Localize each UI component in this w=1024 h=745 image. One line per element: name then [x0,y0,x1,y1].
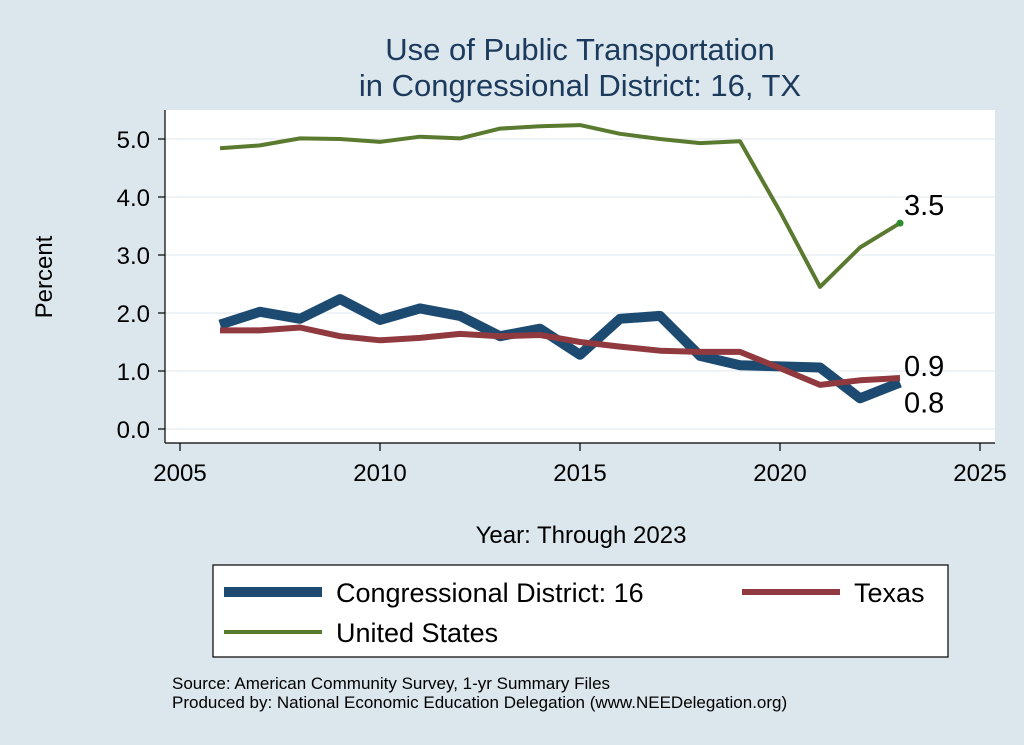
end-label-us: 3.5 [904,190,944,222]
y-tick-label: 5.0 [117,127,150,154]
legend-box [212,564,949,658]
series-line-cd16 [218,294,902,404]
y-tick-label: 4.0 [117,185,150,212]
end-label-texas: 0.9 [904,351,944,383]
series-line-texas [220,324,901,388]
x-tick-label: 2005 [153,460,206,487]
chart-title-line1: Use of Public Transportation [385,32,774,67]
y-tick-label: 2.0 [117,301,150,328]
x-tick-label: 2025 [953,460,1006,487]
x-axis-ticks: 2005 2010 2015 2020 2025 [153,443,1007,487]
series-lines [218,123,904,404]
x-axis-label: Year: Through 2023 [476,522,687,549]
source-note: Source: American Community Survey, 1-yr … [172,674,610,693]
legend-label-cd16: Congressional District: 16 [336,578,644,608]
end-label-cd16: 0.8 [904,388,944,420]
y-axis-ticks: 0.0 1.0 2.0 3.0 4.0 5.0 [117,127,165,444]
x-tick-label: 2020 [753,460,806,487]
y-tick-label: 1.0 [117,359,150,386]
x-tick-label: 2010 [353,460,406,487]
y-tick-label: 0.0 [117,417,150,444]
legend: Congressional District: 16 Texas United … [212,564,949,658]
plot-area [165,110,995,443]
y-tick-label: 3.0 [117,243,150,270]
series-end-point-us [896,219,904,227]
y-axis-label: Percent [31,235,58,318]
producer-note: Produced by: National Economic Education… [172,693,787,712]
legend-label-us: United States [336,618,498,648]
chart-title-line2: in Congressional District: 16, TX [359,68,802,103]
x-tick-label: 2015 [553,460,606,487]
end-labels: 0.8 0.9 3.5 [904,190,944,420]
series-line-us [219,123,902,289]
legend-label-texas: Texas [854,578,925,608]
